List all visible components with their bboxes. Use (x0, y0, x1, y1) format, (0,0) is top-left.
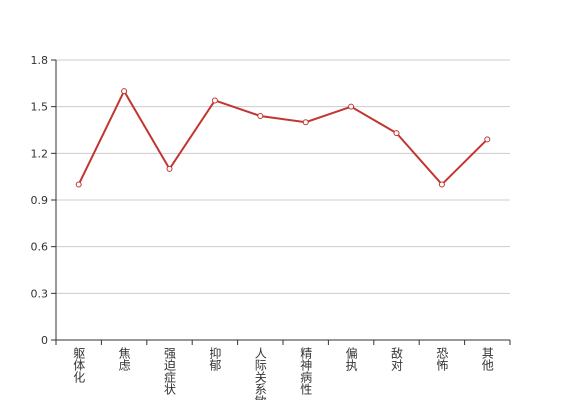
y-tick-label: 1.5 (31, 101, 49, 114)
y-tick-label: 0 (41, 334, 48, 347)
x-tick-label: 人际关系敏感 (253, 347, 267, 400)
point (166, 165, 173, 172)
y-tick-label: 0.9 (31, 194, 49, 207)
point (75, 181, 82, 188)
x-tick-label: 躯体化 (72, 346, 86, 384)
point (438, 181, 445, 188)
point (393, 130, 400, 137)
point (302, 119, 309, 126)
x-tick-label: 精神病性 (299, 347, 313, 396)
line (77, 88, 489, 186)
x-tick-label: 其他 (480, 347, 494, 371)
x-tick-label: 偏执 (344, 346, 358, 372)
y-tick-label: 1.2 (31, 147, 49, 160)
point (211, 97, 218, 104)
y-tick-label: 1.8 (31, 54, 49, 67)
point (257, 113, 264, 119)
x-tick-label: 强迫症状 (163, 347, 177, 395)
x-tick-label: 抑郁 (208, 346, 222, 372)
x-tick-label: 恐怖 (435, 347, 449, 371)
y-tick-label: 0.3 (31, 287, 49, 300)
point (121, 88, 128, 95)
point (348, 103, 355, 110)
x-tick-label: 敌对 (390, 346, 404, 371)
y-tick-label: 0.6 (31, 241, 49, 254)
point (484, 136, 491, 143)
x-tick-label: 焦虑 (117, 347, 131, 371)
